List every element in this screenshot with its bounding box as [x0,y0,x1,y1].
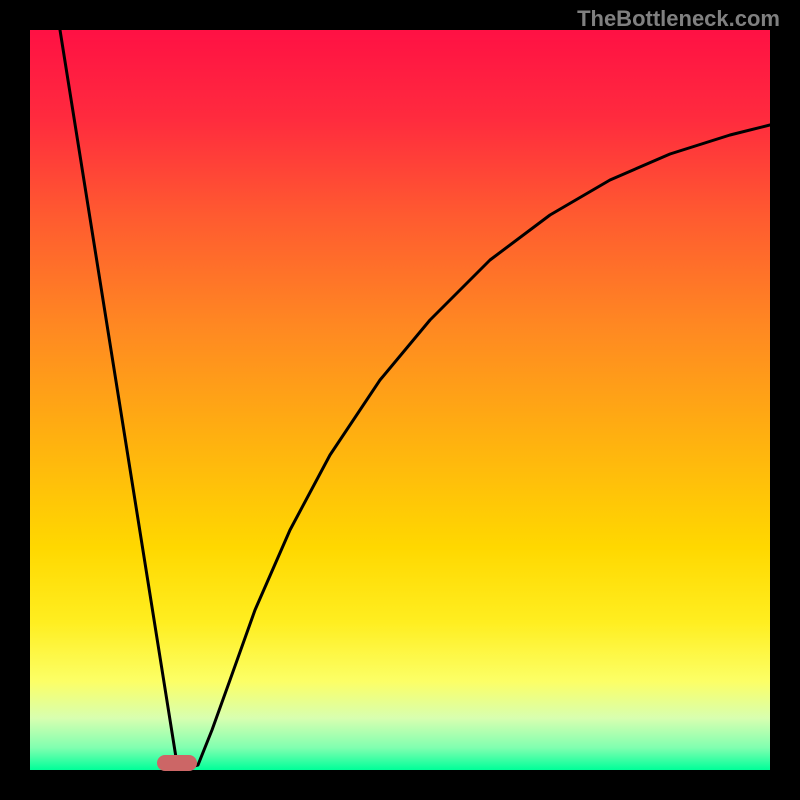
plot-area [30,30,770,770]
chart-container: TheBottleneck.com [0,0,800,800]
watermark-text: TheBottleneck.com [577,6,780,32]
bottleneck-curve [30,30,770,770]
bottleneck-marker [157,755,197,771]
